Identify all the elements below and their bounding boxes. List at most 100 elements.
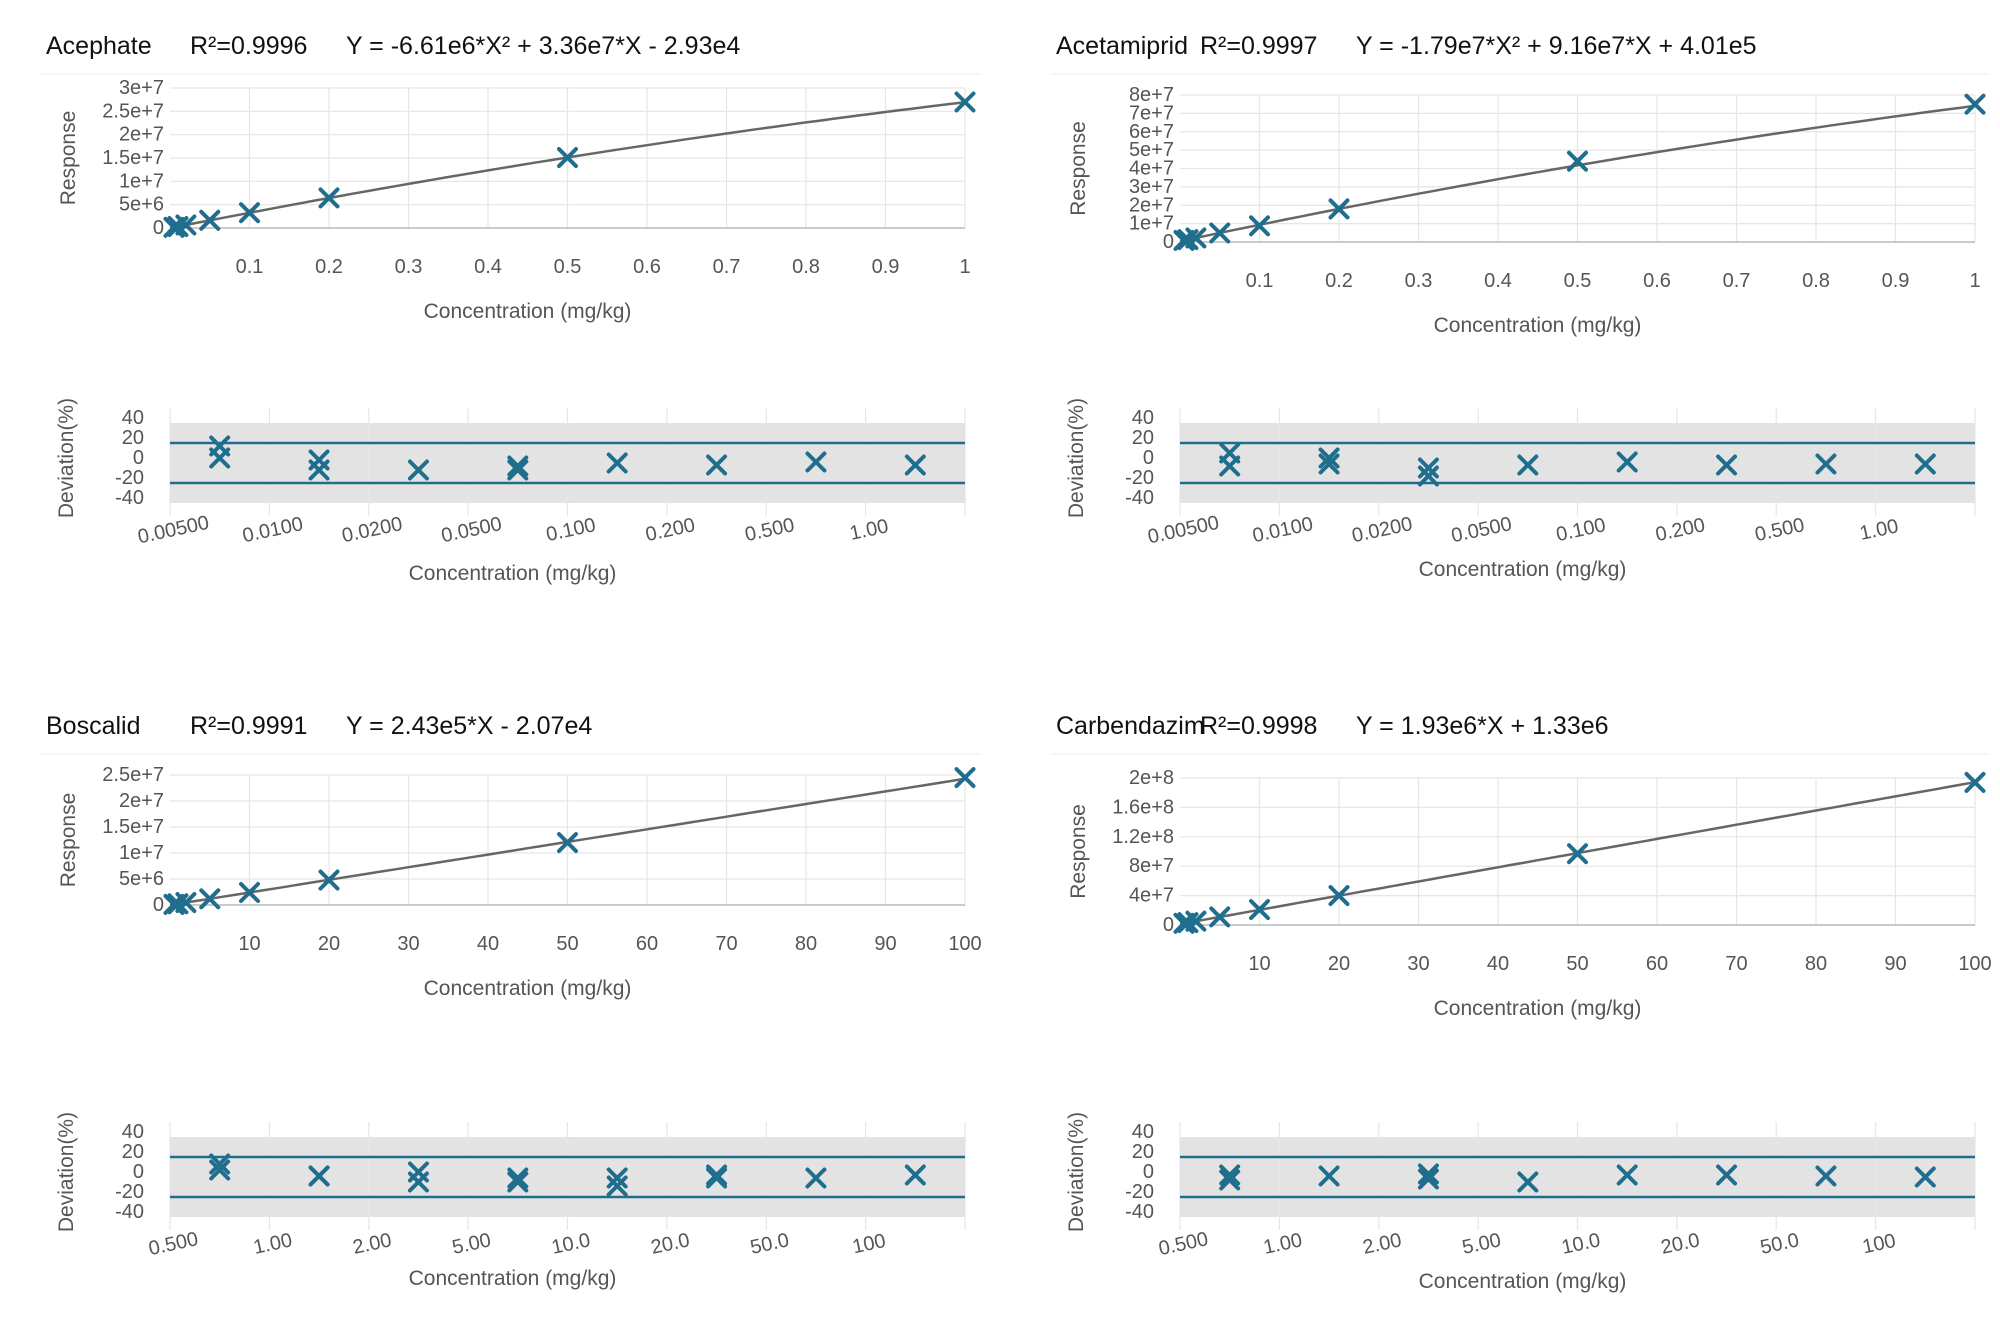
y-tick-label: 0 bbox=[1143, 1161, 1154, 1183]
y-axis-label: Deviation(%) bbox=[1065, 1112, 1088, 1232]
calibration-point bbox=[1209, 906, 1231, 928]
y-tick-label: -40 bbox=[115, 1201, 144, 1223]
x-tick-label: 0.0500 bbox=[439, 513, 503, 547]
deviation-point bbox=[407, 1171, 429, 1193]
x-tick-label: 10 bbox=[238, 933, 260, 955]
y-tick-label: -20 bbox=[115, 1181, 144, 1203]
deviation-point bbox=[1815, 453, 1837, 475]
calibration-plot: 10 20 30 40 50 60 70 80 90 100 0 5e+6 1e+7 1.5e+7 2e+7… bbox=[57, 764, 982, 1000]
y-tick-label: 2e+8 bbox=[1129, 767, 1174, 789]
x-tick-label: 70 bbox=[1725, 953, 1747, 975]
x-tick-label: 0.500 bbox=[1753, 514, 1807, 546]
y-tick-label: 40 bbox=[1132, 407, 1154, 429]
x-tick-label: 0.7 bbox=[1723, 270, 1751, 292]
calibration-point bbox=[1328, 885, 1350, 907]
x-tick-label: 0.200 bbox=[1654, 514, 1708, 546]
deviation-point bbox=[606, 452, 628, 474]
y-tick-label: 1e+7 bbox=[119, 842, 164, 864]
y-axis-label: Deviation(%) bbox=[1065, 398, 1088, 518]
fit-line bbox=[1179, 104, 1976, 243]
calibration-point bbox=[954, 91, 976, 113]
x-tick-label: 50 bbox=[556, 933, 578, 955]
deviation-point bbox=[1616, 451, 1638, 473]
deviation-point bbox=[1914, 453, 1936, 475]
deviation-point bbox=[1219, 455, 1241, 477]
r-squared: R²=0.9997 bbox=[1200, 32, 1317, 60]
x-tick-label: 0.500 bbox=[147, 1228, 201, 1260]
y-tick-label: 6e+7 bbox=[1129, 121, 1174, 143]
x-tick-label: 40 bbox=[1487, 953, 1509, 975]
x-tick-label: 0.0100 bbox=[241, 513, 305, 547]
fit-equation: Y = -1.79e7*X² + 9.16e7*X + 4.01e5 bbox=[1356, 32, 1757, 60]
x-axis-label: Concentration (mg/kg) bbox=[1419, 1270, 1627, 1293]
y-tick-label: 1e+7 bbox=[1129, 213, 1174, 235]
x-tick-label: 0.0200 bbox=[1350, 513, 1414, 547]
y-axis-label: Response bbox=[57, 111, 80, 206]
x-tick-label: 1.00 bbox=[1858, 515, 1901, 545]
x-axis-label: Concentration (mg/kg) bbox=[1434, 997, 1642, 1020]
y-tick-label: 8e+7 bbox=[1129, 855, 1174, 877]
x-tick-label: 0.8 bbox=[792, 256, 820, 278]
compound-name: Carbendazim bbox=[1056, 712, 1205, 740]
y-tick-label: 5e+6 bbox=[119, 868, 164, 890]
chart-panel-acephate: Acephate R²=0.9996 Y = -6.61e6*X² + 3.36e7… bbox=[40, 32, 980, 585]
deviation-point bbox=[407, 459, 429, 481]
y-tick-label: -20 bbox=[1125, 1181, 1154, 1203]
y-tick-label: 5e+7 bbox=[1129, 139, 1174, 161]
y-tick-label: 1e+7 bbox=[119, 170, 164, 192]
x-tick-label: 5.00 bbox=[450, 1229, 493, 1259]
y-tick-label: 0 bbox=[1163, 914, 1174, 936]
x-tick-label: 80 bbox=[795, 933, 817, 955]
fit-equation: Y = 2.43e5*X - 2.07e4 bbox=[346, 712, 592, 740]
x-tick-label: 80 bbox=[1805, 953, 1827, 975]
deviation-point bbox=[904, 1164, 926, 1186]
x-tick-label: 20 bbox=[318, 933, 340, 955]
calibration-point bbox=[1328, 198, 1350, 220]
calibration-point bbox=[1964, 93, 1986, 115]
x-tick-label: 0.100 bbox=[544, 514, 598, 546]
calibration-point bbox=[1567, 150, 1588, 172]
x-tick-label: 2.00 bbox=[1361, 1229, 1404, 1259]
calibration-point bbox=[199, 888, 221, 910]
y-tick-label: 1.5e+7 bbox=[102, 816, 164, 838]
deviation-point bbox=[706, 454, 728, 476]
x-tick-label: 0.1 bbox=[1246, 270, 1274, 292]
deviation-point bbox=[1716, 1164, 1738, 1186]
deviation-point bbox=[1318, 1165, 1340, 1187]
y-tick-label: 2e+7 bbox=[1129, 194, 1174, 216]
deviation-point bbox=[1417, 465, 1439, 487]
y-tick-label: 20 bbox=[1132, 1141, 1154, 1163]
deviation-point bbox=[1517, 1171, 1539, 1193]
deviation-point bbox=[1219, 1164, 1241, 1186]
x-tick-label: 10 bbox=[1248, 953, 1270, 975]
fit-equation: Y = 1.93e6*X + 1.33e6 bbox=[1356, 712, 1609, 740]
calibration-point bbox=[1249, 215, 1270, 237]
y-tick-label: 1.6e+8 bbox=[1112, 796, 1174, 818]
r-squared: R²=0.9998 bbox=[1200, 712, 1317, 740]
x-tick-label: 0.2 bbox=[315, 256, 343, 278]
x-tick-label: 20.0 bbox=[1659, 1229, 1702, 1259]
deviation-point bbox=[1417, 1168, 1439, 1190]
deviation-point bbox=[1616, 1164, 1638, 1186]
x-axis-label: Concentration (mg/kg) bbox=[424, 977, 632, 1000]
x-tick-label: 50 bbox=[1566, 953, 1588, 975]
y-tick-label: -40 bbox=[1125, 1201, 1154, 1223]
x-tick-label: 0.5 bbox=[1564, 270, 1592, 292]
y-tick-label: 3e+7 bbox=[1129, 176, 1174, 198]
y-tick-label: 20 bbox=[122, 1141, 144, 1163]
x-tick-label: 0.3 bbox=[395, 256, 423, 278]
y-tick-label: 40 bbox=[1132, 1121, 1154, 1143]
x-axis-label: Concentration (mg/kg) bbox=[424, 300, 632, 323]
calibration-point bbox=[1185, 910, 1207, 932]
x-tick-label: 0.0200 bbox=[340, 513, 404, 547]
calibration-point bbox=[1567, 843, 1588, 865]
y-tick-label: 4e+7 bbox=[1129, 885, 1174, 907]
deviation-point bbox=[1815, 1165, 1837, 1187]
x-tick-label: 10.0 bbox=[1560, 1229, 1603, 1259]
deviation-point bbox=[507, 455, 529, 477]
r-squared: R²=0.9996 bbox=[190, 32, 307, 60]
calibration-point bbox=[954, 767, 976, 789]
x-tick-label: 0.9 bbox=[872, 256, 900, 278]
